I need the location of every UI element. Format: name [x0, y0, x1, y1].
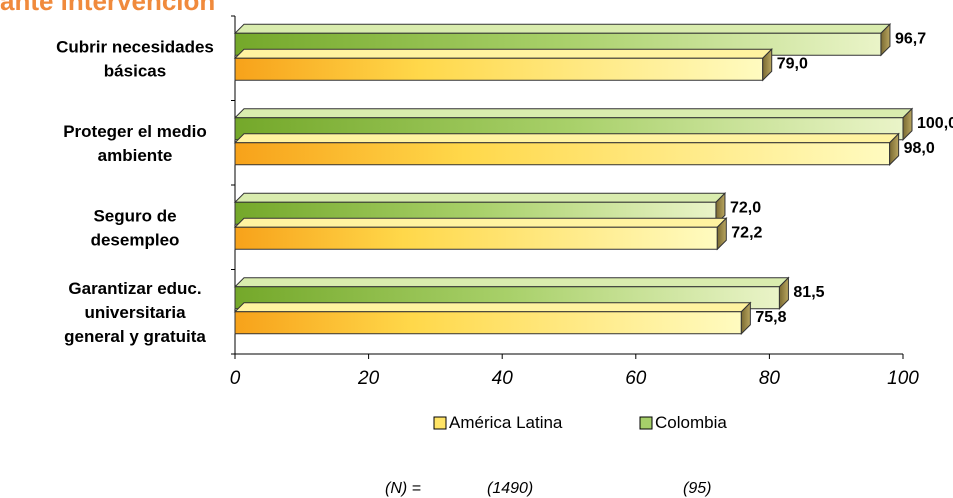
x-tick-label: 20: [357, 368, 380, 389]
category-label-line: general y gratuita: [64, 327, 206, 346]
bar-top-face: [233, 217, 728, 228]
value-label: 98,0: [904, 140, 935, 157]
bar-end-face: [880, 23, 891, 57]
bar-end-face: [778, 276, 789, 310]
bar-top-face: [233, 302, 752, 313]
bar-america-latina: [233, 132, 900, 166]
x-tick-label: 0: [230, 368, 241, 389]
bar-end-face: [902, 107, 913, 141]
axes: 0 20 40 60 80 100: [230, 15, 919, 389]
category-label-line: básicas: [104, 61, 166, 80]
footnote-n-latam: (1490): [487, 480, 533, 497]
x-tick-label: 100: [887, 368, 919, 389]
bar-america-latina: [233, 48, 773, 82]
bar-top-face: [233, 277, 790, 288]
x-tick-label: 40: [492, 368, 514, 389]
bar-end-face: [740, 301, 751, 335]
bar-top-face: [233, 192, 727, 203]
legend: América Latina Colombia: [433, 413, 727, 432]
x-tick-label: 60: [625, 368, 647, 389]
value-label: 79,0: [777, 55, 808, 72]
value-label: 72,0: [730, 199, 761, 216]
category-label: Seguro de desempleo: [91, 206, 180, 249]
legend-swatch: [433, 416, 447, 430]
category-label-line: ambiente: [98, 146, 173, 165]
category-label: Cubrir necesidades básicas: [56, 37, 214, 80]
bar-front-face: [234, 142, 891, 166]
bar-end-face: [762, 48, 773, 82]
category-label-line: Proteger el medio: [63, 122, 207, 141]
value-label: 72,2: [731, 224, 762, 241]
bars: [233, 23, 914, 335]
category-label: Proteger el medio ambiente: [63, 122, 207, 165]
bar-front-face: [234, 226, 718, 250]
category-label: Garantizar educ. universitaria general y g…: [64, 279, 206, 346]
legend-label: América Latina: [449, 413, 563, 432]
bar-end-face: [715, 192, 726, 226]
value-label: 96,7: [895, 30, 926, 47]
bar-end-face: [716, 217, 727, 251]
bar-end-face: [889, 132, 900, 166]
footnote-n-colombia: (95): [683, 480, 711, 497]
labels: Cubrir necesidades básicas Proteger el med…: [56, 30, 953, 346]
bar-top-face: [233, 23, 892, 34]
legend-swatch: [639, 416, 653, 430]
value-label: 81,5: [793, 284, 824, 301]
bar-top-face: [233, 48, 773, 59]
category-label-line: Garantizar educ.: [68, 279, 201, 298]
bar-front-face: [234, 311, 742, 335]
bar-america-latina: [233, 301, 752, 335]
bar-front-face: [234, 57, 764, 81]
footnote: (N) = (1490) (95): [385, 480, 711, 497]
category-label-line: Cubrir necesidades: [56, 37, 214, 56]
footnote-n-label: (N) =: [385, 480, 421, 497]
legend-label: Colombia: [655, 413, 727, 432]
category-label-line: Seguro de: [93, 206, 176, 225]
page-title-fragment: ante intervención: [0, 0, 216, 16]
bar-america-latina: [233, 217, 728, 251]
value-label: 75,8: [755, 309, 786, 326]
x-tick-label: 80: [759, 368, 781, 389]
category-label-line: universitaria: [84, 303, 186, 322]
category-label-line: desempleo: [91, 230, 180, 249]
bar-top-face: [233, 108, 914, 119]
value-label: 100,0: [917, 115, 953, 132]
bar-top-face: [233, 133, 900, 144]
